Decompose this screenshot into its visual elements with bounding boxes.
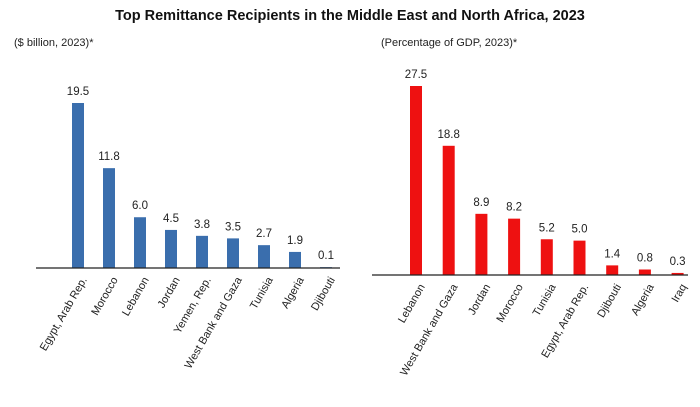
right-bar-chart: 27.5 Lebanon 18.8 West Bank and Gaza 8.9 Jord… <box>372 69 689 378</box>
left-bar-1 <box>103 168 115 268</box>
left-data-label-8: 0.1 <box>318 250 334 262</box>
left-tick-label-7: Algeria <box>279 274 307 310</box>
right-data-label-0: 27.5 <box>405 69 427 81</box>
left-data-label-0: 19.5 <box>67 86 89 98</box>
left-bar-2 <box>134 217 146 268</box>
left-tick-label-2: Lebanon <box>120 275 152 318</box>
left-chart-subtitle: ($ billion, 2023)* <box>14 37 94 49</box>
right-bar-7 <box>638 269 651 275</box>
left-tick-label-3: Jordan <box>156 275 183 310</box>
right-data-label-5: 5.0 <box>572 224 588 236</box>
right-bar-4 <box>540 239 553 275</box>
left-data-label-5: 3.5 <box>225 221 241 233</box>
left-data-label-6: 2.7 <box>256 228 272 240</box>
left-tick-label-6: Tunisia <box>248 274 276 311</box>
right-data-label-8: 0.3 <box>670 256 686 268</box>
left-bar-3 <box>165 229 177 268</box>
left-tick-label-5: West Bank and Gaza <box>183 274 246 371</box>
right-bar-2 <box>475 213 488 275</box>
left-bar-7 <box>289 251 301 268</box>
left-bar-4 <box>196 235 208 268</box>
right-data-label-7: 0.8 <box>637 253 653 265</box>
right-tick-label-6: Djibouti <box>595 282 624 320</box>
left-data-label-4: 3.8 <box>194 219 210 231</box>
right-data-label-6: 1.4 <box>604 248 621 260</box>
left-bar-6 <box>258 245 270 268</box>
right-tick-label-8: Iraq <box>670 282 690 304</box>
right-tick-label-7: Algeria <box>629 281 657 317</box>
left-data-label-2: 6.0 <box>132 200 148 212</box>
right-tick-label-4: Tunisia <box>531 281 559 318</box>
right-data-label-2: 8.9 <box>473 197 489 209</box>
right-bar-0 <box>410 86 422 275</box>
left-data-label-3: 4.5 <box>163 213 179 225</box>
right-tick-label-0: Lebanon <box>396 282 428 325</box>
right-bar-6 <box>606 265 619 275</box>
right-chart-subtitle: (Percentage of GDP, 2023)* <box>381 37 518 49</box>
right-tick-label-1: West Bank and Gaza <box>398 281 461 378</box>
left-bar-chart: 19.5 Egypt, Arab Rep. 11.8 Morocco 6.0 Lebano… <box>36 86 340 371</box>
right-bar-1 <box>442 145 455 275</box>
left-tick-label-8: Djibouti <box>309 275 338 313</box>
right-bar-3 <box>508 218 521 275</box>
left-bar-5 <box>227 238 239 268</box>
right-tick-label-3: Morocco <box>494 282 525 325</box>
chart-title: Top Remittance Recipients in the Middle … <box>115 8 585 24</box>
left-bar-0 <box>72 103 84 268</box>
right-bar-8 <box>671 272 684 275</box>
left-data-label-7: 1.9 <box>287 235 303 247</box>
right-data-label-3: 8.2 <box>506 202 522 214</box>
left-tick-label-1: Morocco <box>89 275 120 318</box>
left-data-label-1: 11.8 <box>98 151 120 163</box>
right-data-label-1: 18.8 <box>438 129 460 141</box>
right-bar-5 <box>573 240 586 275</box>
right-tick-label-2: Jordan <box>466 282 493 317</box>
right-data-label-4: 5.2 <box>539 222 555 234</box>
left-tick-label-0: Egypt, Arab Rep. <box>38 275 90 353</box>
